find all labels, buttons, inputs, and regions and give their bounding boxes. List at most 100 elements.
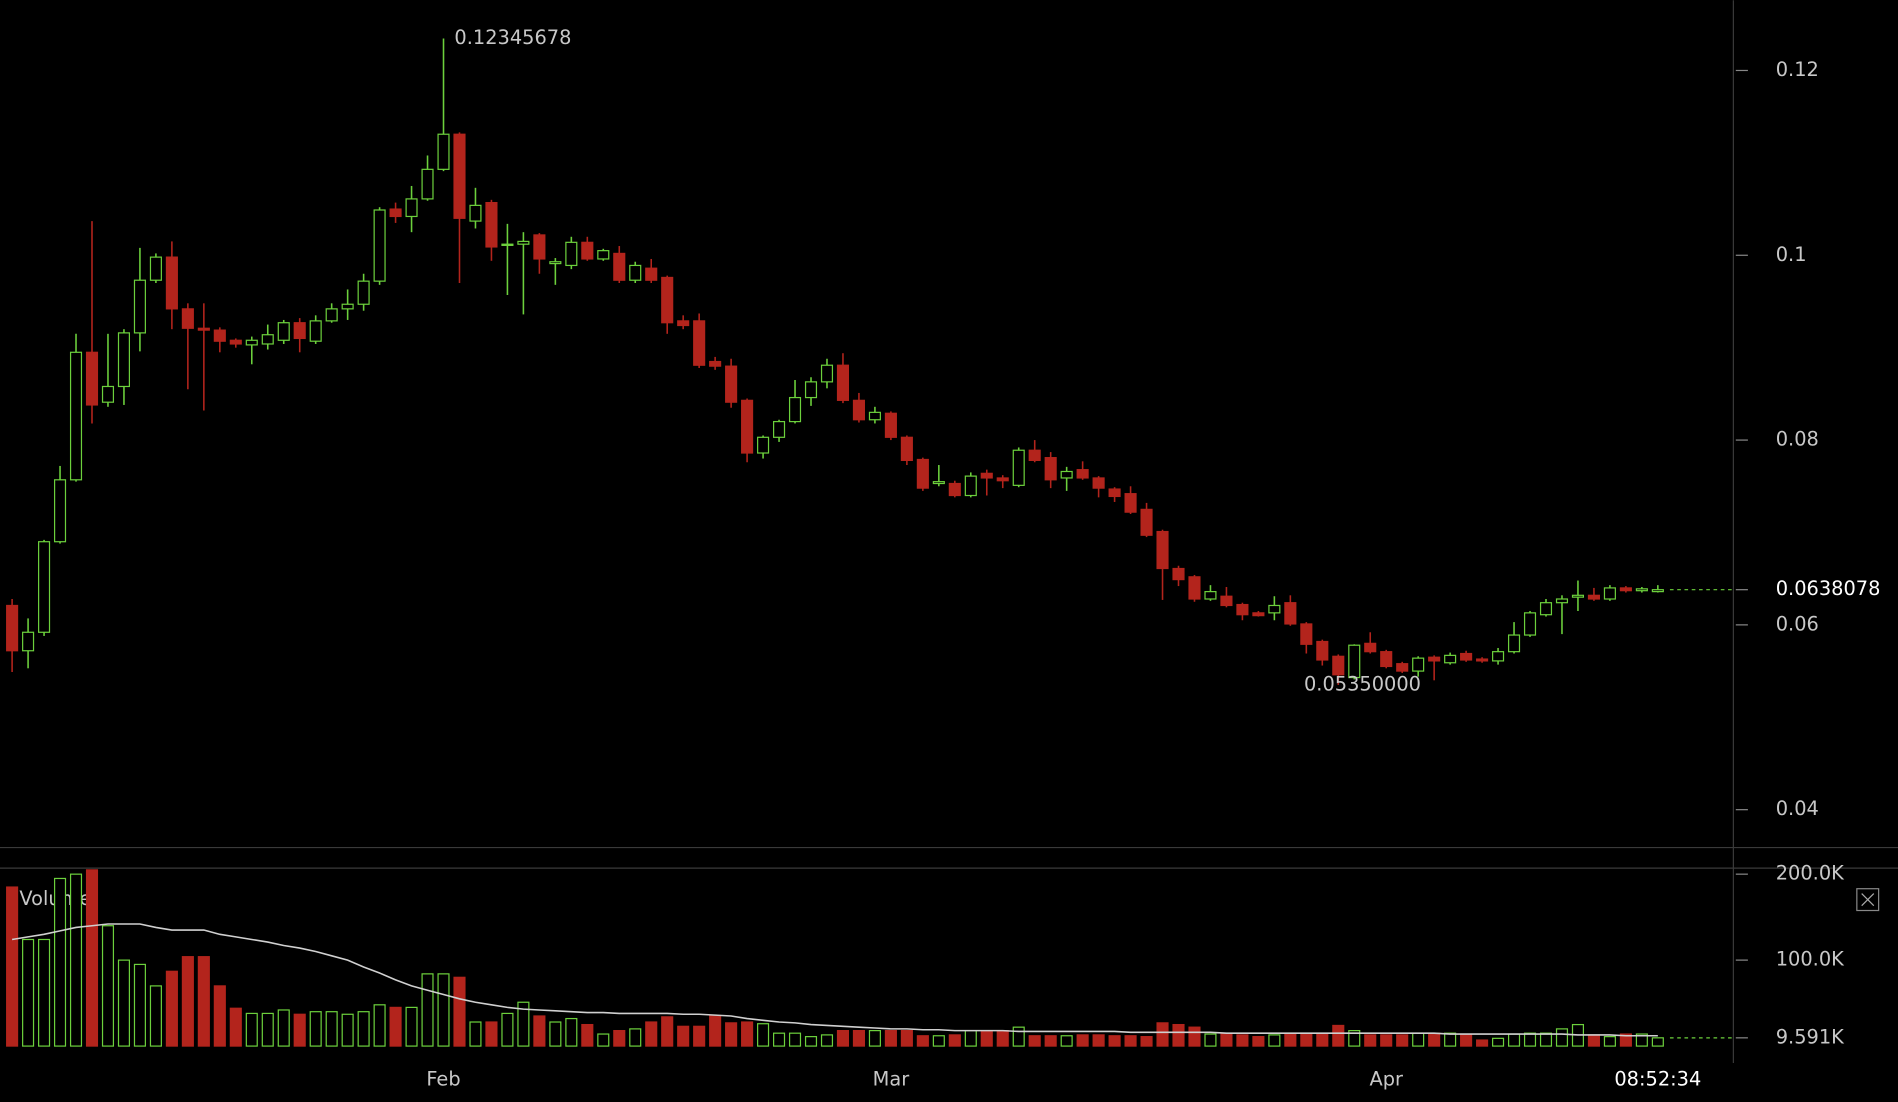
volume-bar: [485, 1021, 498, 1047]
volume-bar: [1140, 1036, 1153, 1047]
candle-body: [245, 339, 258, 346]
candle-body: [101, 385, 115, 403]
volume-bar: [932, 1035, 945, 1047]
candle-body: [1028, 449, 1041, 462]
volume-bar: [868, 1029, 881, 1047]
volume-bar: [1044, 1035, 1057, 1047]
candle-body: [645, 267, 658, 281]
volume-bar: [181, 956, 194, 1047]
volume-bar: [533, 1015, 546, 1047]
close-button[interactable]: [1856, 888, 1880, 912]
candle-body: [1651, 589, 1664, 593]
candle-body: [1444, 654, 1457, 664]
candle-body: [485, 201, 498, 248]
volume-bar: [22, 938, 35, 1047]
volume-bar: [293, 1013, 306, 1047]
candle-body: [868, 411, 881, 421]
candle-body: [85, 351, 99, 406]
candle-body: [565, 241, 578, 267]
volume-bar: [1268, 1034, 1281, 1047]
volume-bar: [149, 985, 162, 1047]
volume-bar: [501, 1012, 514, 1047]
candle-body: [1412, 657, 1425, 672]
volume-bar: [629, 1028, 642, 1047]
candle-body: [757, 436, 770, 454]
candle-body: [1188, 576, 1201, 600]
candle-body: [852, 399, 865, 421]
volume-bar: [1156, 1022, 1169, 1047]
candle-body: [1555, 598, 1569, 604]
candle-body: [1300, 623, 1313, 645]
volume-bar: [405, 1006, 418, 1047]
candle-body: [501, 243, 514, 246]
volume-bar: [1460, 1034, 1473, 1047]
volume-bar: [1220, 1033, 1233, 1047]
low-label: 0.05350000: [1304, 672, 1421, 695]
candle-body: [165, 256, 178, 310]
volume-bar: [645, 1021, 658, 1047]
volume-bar: [1507, 1033, 1521, 1047]
candle-body: [133, 279, 146, 334]
high-label: 0.12345678: [454, 26, 571, 49]
candle-body: [1092, 477, 1105, 489]
close-box[interactable]: [1856, 888, 1880, 912]
candle-body: [1523, 612, 1537, 636]
volume-bar: [38, 938, 51, 1047]
candle-body: [948, 482, 961, 497]
candle-body: [788, 396, 802, 423]
candle-body: [581, 241, 594, 260]
volume-bar: [1124, 1035, 1137, 1047]
candle-body: [996, 477, 1009, 482]
volume-bar: [1428, 1032, 1441, 1047]
candle-body: [1603, 587, 1616, 600]
volume-bar: [517, 1001, 530, 1047]
x-tick-label: Mar: [873, 1067, 910, 1090]
volume-bar: [1204, 1033, 1217, 1047]
candle-body: [1012, 449, 1025, 486]
volume-bar: [757, 1023, 770, 1047]
volume-bar: [421, 973, 434, 1047]
candle-body: [325, 308, 338, 322]
close-icon[interactable]: [1861, 893, 1875, 907]
candle-body: [1268, 604, 1281, 614]
candle-body: [1587, 594, 1600, 600]
candle-body: [932, 481, 945, 485]
candle-body: [1156, 530, 1169, 570]
volume-bar: [836, 1029, 850, 1047]
y-tick-label: 0.06: [1776, 612, 1819, 635]
volume-bar: [1412, 1032, 1425, 1047]
candle-body: [405, 198, 418, 218]
volume-bar: [197, 956, 210, 1047]
volume-bar: [996, 1029, 1009, 1047]
volume-bar: [1619, 1033, 1632, 1047]
candle-body: [229, 339, 242, 345]
candle-body: [820, 364, 834, 383]
volume-bar: [693, 1025, 706, 1047]
volume-bar: [581, 1023, 594, 1047]
volume-bar: [1555, 1028, 1569, 1047]
candle-body: [964, 475, 977, 497]
volume-bar: [357, 1011, 370, 1047]
volume-bar: [1587, 1034, 1600, 1047]
volume-bar: [1603, 1036, 1616, 1047]
candle-body: [693, 320, 706, 366]
candle-body: [661, 276, 674, 324]
candle-body: [772, 420, 786, 438]
volume-bar: [1316, 1033, 1329, 1047]
candle-body: [1428, 656, 1441, 662]
candle-body: [1476, 658, 1489, 662]
volume-bar: [1076, 1034, 1089, 1047]
volume-bar: [1396, 1034, 1409, 1047]
volume-bar: [1300, 1033, 1313, 1047]
volume-bar: [549, 1021, 562, 1047]
candle-body: [1044, 457, 1057, 481]
volume-bar: [1012, 1026, 1025, 1047]
volume-bar: [1651, 1037, 1664, 1047]
candle-body: [357, 280, 370, 305]
candle-body: [453, 133, 466, 219]
volume-bar: [772, 1032, 786, 1047]
candle-body: [1284, 602, 1297, 625]
volume-bar: [1252, 1036, 1265, 1047]
